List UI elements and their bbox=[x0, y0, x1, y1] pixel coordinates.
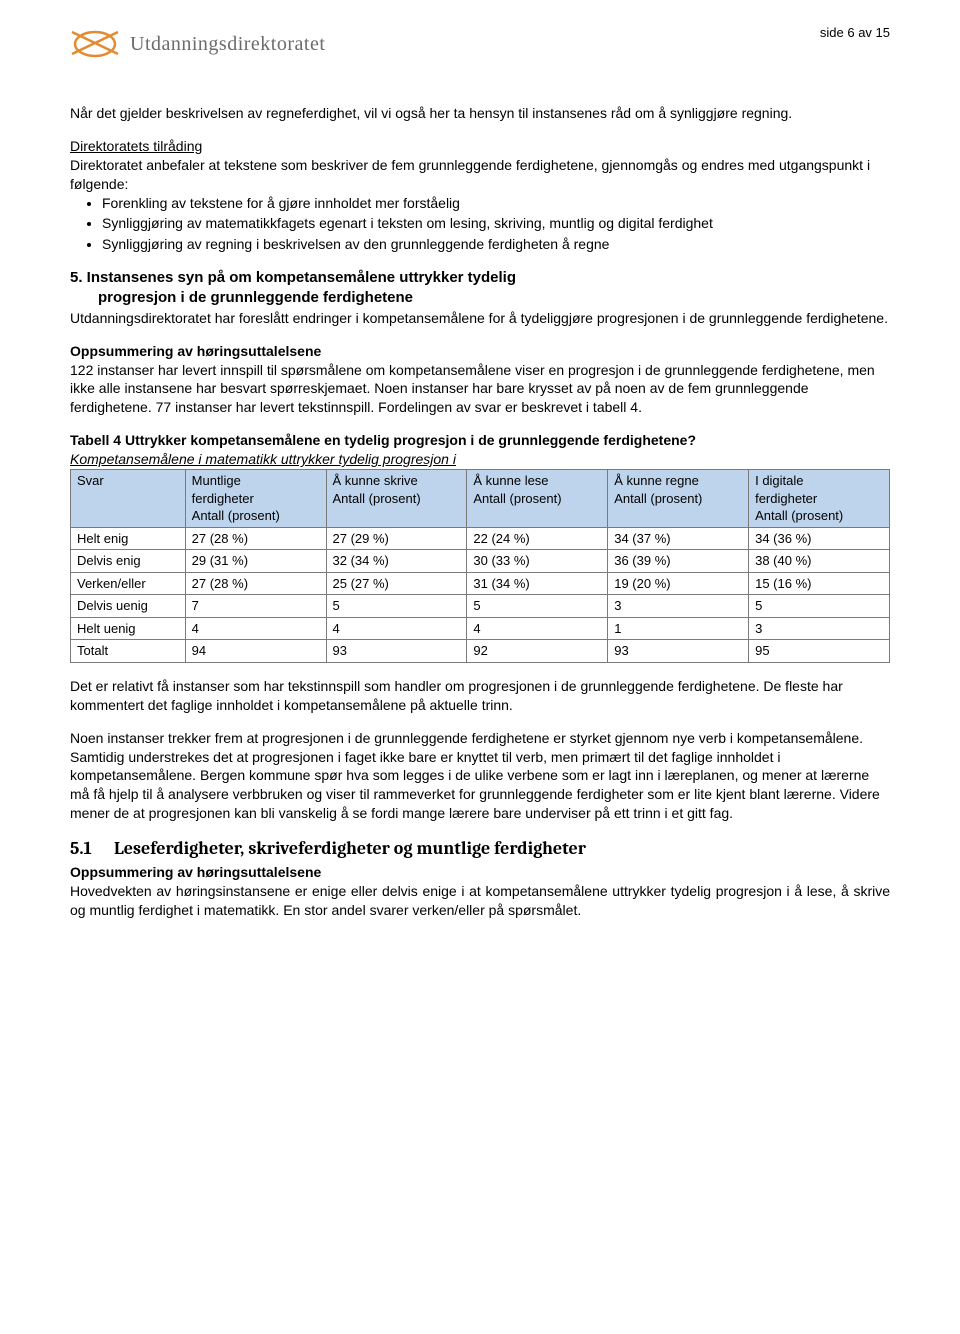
table-cell: Totalt bbox=[71, 640, 186, 663]
table-cell: 15 (16 %) bbox=[749, 572, 890, 595]
tilrading-lead: Direktoratet anbefaler at tekstene som b… bbox=[70, 157, 870, 192]
logo-icon bbox=[70, 24, 120, 64]
table-row: Totalt9493929395 bbox=[71, 640, 890, 663]
table-cell: 31 (34 %) bbox=[467, 572, 608, 595]
sec51-body: Hovedvekten av høringsinstansene er enig… bbox=[70, 882, 890, 920]
table-cell: 38 (40 %) bbox=[749, 550, 890, 573]
intro-paragraph: Når det gjelder beskrivelsen av regnefer… bbox=[70, 104, 890, 123]
table-title: Tabell 4 Uttrykker kompetansemålene en t… bbox=[70, 431, 890, 450]
table-cell: 22 (24 %) bbox=[467, 527, 608, 550]
table-cell: Delvis uenig bbox=[71, 595, 186, 618]
tilrading-bullets: Forenkling av tekstene for å gjøre innho… bbox=[102, 194, 890, 255]
page-header: Utdanningsdirektoratet side 6 av 15 bbox=[70, 24, 890, 64]
table-col-header: Å kunne leseAntall (prosent) bbox=[467, 469, 608, 527]
table-col-header: I digitaleferdigheterAntall (prosent) bbox=[749, 469, 890, 527]
table-cell: 5 bbox=[749, 595, 890, 618]
table-cell: 7 bbox=[185, 595, 326, 618]
table-cell: 29 (31 %) bbox=[185, 550, 326, 573]
section-5-heading-l2: progresjon i de grunnleggende ferdighete… bbox=[70, 289, 413, 306]
table-cell: 5 bbox=[326, 595, 467, 618]
table-cell: 27 (29 %) bbox=[326, 527, 467, 550]
table-cell: 4 bbox=[467, 617, 608, 640]
section-5-lead: Utdanningsdirektoratet har foreslått end… bbox=[70, 309, 890, 328]
table-cell: 3 bbox=[608, 595, 749, 618]
tilrading-block: Direktoratets tilråding Direktoratet anb… bbox=[70, 137, 890, 194]
table-4: SvarMuntligeferdigheterAntall (prosent)Å… bbox=[70, 469, 890, 663]
table-cell: 93 bbox=[608, 640, 749, 663]
table-row: Helt uenig44413 bbox=[71, 617, 890, 640]
table-cell: 30 (33 %) bbox=[467, 550, 608, 573]
table-cell: 95 bbox=[749, 640, 890, 663]
table-cell: 34 (37 %) bbox=[608, 527, 749, 550]
table-cell: Verken/eller bbox=[71, 572, 186, 595]
opps-heading: Oppsummering av høringsuttalelsene bbox=[70, 342, 890, 361]
table-cell: 4 bbox=[326, 617, 467, 640]
table-col-header: MuntligeferdigheterAntall (prosent) bbox=[185, 469, 326, 527]
opps-body: 122 instanser har levert innspill til sp… bbox=[70, 361, 890, 418]
table-cell: 93 bbox=[326, 640, 467, 663]
after-table-p1: Det er relativt få instanser som har tek… bbox=[70, 677, 890, 715]
table-cell: 27 (28 %) bbox=[185, 572, 326, 595]
table-cell: 19 (20 %) bbox=[608, 572, 749, 595]
tilrading-heading: Direktoratets tilråding bbox=[70, 138, 202, 154]
table-subtitle: Kompetansemålene i matematikk uttrykker … bbox=[70, 450, 890, 469]
table-cell: 1 bbox=[608, 617, 749, 640]
table-cell: 36 (39 %) bbox=[608, 550, 749, 573]
org-name: Utdanningsdirektoratet bbox=[130, 31, 325, 58]
page-number: side 6 av 15 bbox=[820, 24, 890, 42]
table-cell: 25 (27 %) bbox=[326, 572, 467, 595]
section-5-heading-l1: 5. Instansenes syn på om kompetansemålen… bbox=[70, 269, 516, 286]
table-col-header: Å kunne skriveAntall (prosent) bbox=[326, 469, 467, 527]
bullet-item: Synliggjøring av regning i beskrivelsen … bbox=[102, 235, 890, 254]
section-5-1-heading: 5.1Leseferdigheter, skriveferdigheter og… bbox=[70, 837, 890, 861]
logo-block: Utdanningsdirektoratet bbox=[70, 24, 325, 64]
table-col-header: Svar bbox=[71, 469, 186, 527]
after-table-p2: Noen instanser trekker frem at progresjo… bbox=[70, 729, 890, 823]
sec51-opps-heading: Oppsummering av høringsuttalelsene bbox=[70, 863, 890, 882]
table-col-header: Å kunne regneAntall (prosent) bbox=[608, 469, 749, 527]
table-cell: 92 bbox=[467, 640, 608, 663]
table-row: Verken/eller27 (28 %)25 (27 %)31 (34 %)1… bbox=[71, 572, 890, 595]
table-cell: 32 (34 %) bbox=[326, 550, 467, 573]
bullet-item: Forenkling av tekstene for å gjøre innho… bbox=[102, 194, 890, 213]
table-row: Delvis enig29 (31 %)32 (34 %)30 (33 %)36… bbox=[71, 550, 890, 573]
table-cell: Helt uenig bbox=[71, 617, 186, 640]
table-cell: 3 bbox=[749, 617, 890, 640]
table-cell: 94 bbox=[185, 640, 326, 663]
table-cell: 5 bbox=[467, 595, 608, 618]
table-cell: 4 bbox=[185, 617, 326, 640]
table-row: Helt enig27 (28 %)27 (29 %)22 (24 %)34 (… bbox=[71, 527, 890, 550]
table-cell: Delvis enig bbox=[71, 550, 186, 573]
table-row: Delvis uenig75535 bbox=[71, 595, 890, 618]
table-cell: Helt enig bbox=[71, 527, 186, 550]
bullet-item: Synliggjøring av matematikkfagets egenar… bbox=[102, 214, 890, 233]
section-5-1-title: Leseferdigheter, skriveferdigheter og mu… bbox=[114, 838, 586, 859]
section-5-1-num: 5.1 bbox=[70, 837, 114, 861]
table-cell: 34 (36 %) bbox=[749, 527, 890, 550]
section-5-heading: 5. Instansenes syn på om kompetansemålen… bbox=[70, 268, 890, 309]
table-cell: 27 (28 %) bbox=[185, 527, 326, 550]
